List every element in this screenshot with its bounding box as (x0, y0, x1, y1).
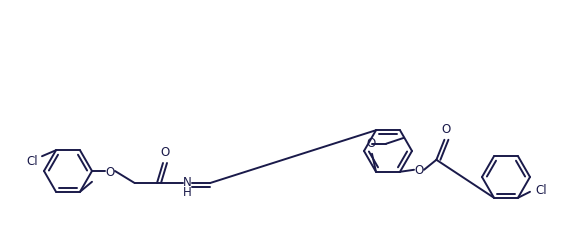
Text: O: O (367, 136, 376, 149)
Text: O: O (442, 122, 451, 135)
Text: O: O (160, 145, 170, 158)
Text: Cl: Cl (27, 154, 38, 167)
Text: O: O (105, 165, 115, 178)
Text: O: O (415, 164, 424, 177)
Text: Cl: Cl (535, 183, 547, 197)
Text: H: H (182, 186, 192, 199)
Text: N: N (182, 176, 192, 189)
